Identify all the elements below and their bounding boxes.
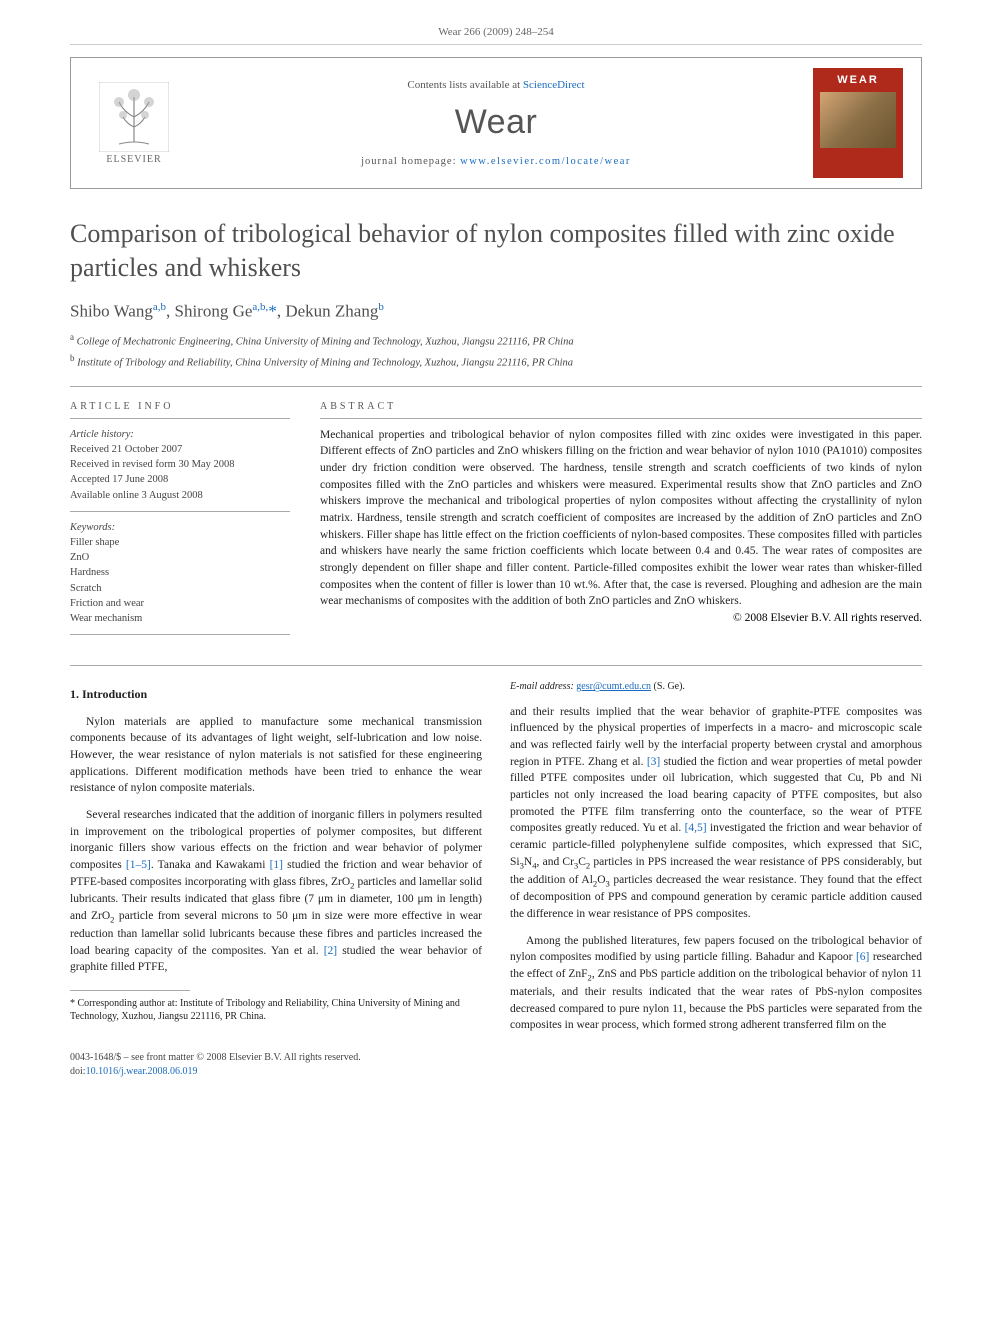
intro-paragraph-4: Among the published literatures, few pap… (510, 933, 922, 1034)
rule-mid (70, 665, 922, 666)
email-footnote: E-mail address: gesr@cumt.edu.cn (S. Ge)… (510, 680, 922, 694)
p3f: C (578, 856, 586, 868)
publisher-block: ELSEVIER (89, 82, 179, 165)
footer-copyright: 0043-1648/$ – see front matter © 2008 El… (70, 1051, 922, 1065)
cover-image (820, 92, 896, 148)
corresponding-author-footnote: * Corresponding author at: Institute of … (70, 997, 482, 1024)
contents-line: Contents lists available at ScienceDirec… (179, 79, 813, 91)
doi-link[interactable]: 10.1016/j.wear.2008.06.019 (86, 1066, 198, 1077)
abstract-column: ABSTRACT Mechanical properties and tribo… (320, 401, 922, 644)
keyword: ZnO (70, 550, 290, 565)
keywords-block: Keywords: Filler shapeZnOHardnessScratch… (70, 520, 290, 636)
body-columns: 1. Introduction Nylon materials are appl… (70, 680, 922, 1039)
email-label: E-mail address: (510, 681, 576, 692)
sciencedirect-link[interactable]: ScienceDirect (523, 79, 585, 91)
ref-link-3[interactable]: [3] (647, 756, 660, 768)
info-abstract-row: ARTICLE INFO Article history: Received 2… (70, 401, 922, 644)
intro-paragraph-1: Nylon materials are applied to manufactu… (70, 714, 482, 797)
footer-doi: doi:10.1016/j.wear.2008.06.019 (70, 1065, 922, 1079)
page-citation: Wear 266 (2009) 248–254 (70, 20, 922, 45)
abstract-heading: ABSTRACT (320, 401, 922, 419)
history-line: Available online 3 August 2008 (70, 488, 290, 503)
email-suffix: (S. Ge). (651, 681, 685, 692)
p2b: . Tanaka and Kawakami (151, 859, 270, 871)
keyword: Wear mechanism (70, 611, 290, 626)
cover-title: WEAR (837, 74, 879, 86)
history-line: Accepted 17 June 2008 (70, 472, 290, 487)
history-line: Received in revised form 30 May 2008 (70, 457, 290, 472)
publisher-label: ELSEVIER (106, 154, 161, 165)
article-title: Comparison of tribological behavior of n… (70, 217, 922, 285)
ref-link-1[interactable]: [1] (270, 859, 283, 871)
corr-label: * Corresponding author at: (70, 998, 180, 1009)
keyword: Filler shape (70, 535, 290, 550)
homepage-prefix: journal homepage: (361, 156, 460, 167)
banner-center: Contents lists available at ScienceDirec… (179, 79, 813, 167)
article-info-column: ARTICLE INFO Article history: Received 2… (70, 401, 290, 644)
history-line: Received 21 October 2007 (70, 442, 290, 457)
contents-prefix: Contents lists available at (407, 79, 522, 91)
email-link[interactable]: gesr@cumt.edu.cn (576, 681, 651, 692)
ref-link-1-5[interactable]: [1–5] (126, 859, 151, 871)
journal-cover: WEAR (813, 68, 903, 178)
footnote-separator (70, 990, 190, 991)
authors: Shibo Wanga,b, Shirong Gea,b,*, Dekun Zh… (70, 301, 922, 322)
journal-banner: ELSEVIER Contents lists available at Sci… (70, 57, 922, 189)
homepage-line: journal homepage: www.elsevier.com/locat… (179, 156, 813, 167)
affiliation: b Institute of Tribology and Reliability… (70, 352, 922, 371)
ref-link-6[interactable]: [6] (856, 951, 869, 963)
keyword: Scratch (70, 581, 290, 596)
p3e: , and Cr (537, 856, 574, 868)
article-info-heading: ARTICLE INFO (70, 401, 290, 419)
abstract-copyright: © 2008 Elsevier B.V. All rights reserved… (320, 612, 922, 624)
doi-prefix: doi: (70, 1066, 86, 1077)
footer: 0043-1648/$ – see front matter © 2008 El… (70, 1051, 922, 1079)
ref-link-2[interactable]: [2] (324, 945, 337, 957)
intro-paragraph-3: and their results implied that the wear … (510, 704, 922, 923)
homepage-link[interactable]: www.elsevier.com/locate/wear (460, 156, 631, 167)
history-label: Article history: (70, 427, 290, 442)
keyword: Hardness (70, 565, 290, 580)
ref-link-4-5[interactable]: [4,5] (685, 822, 707, 834)
p3h: O (597, 874, 605, 886)
p3d: N (524, 856, 532, 868)
affiliation: a College of Mechatronic Engineering, Ch… (70, 331, 922, 350)
intro-paragraph-2: Several researches indicated that the ad… (70, 807, 482, 976)
journal-name: Wear (179, 103, 813, 142)
rule-top (70, 386, 922, 387)
article-history-block: Article history: Received 21 October 200… (70, 427, 290, 512)
section-heading-intro: 1. Introduction (70, 686, 482, 703)
elsevier-logo (99, 82, 169, 152)
keyword: Friction and wear (70, 596, 290, 611)
keywords-label: Keywords: (70, 520, 290, 535)
abstract-text: Mechanical properties and tribological b… (320, 427, 922, 610)
